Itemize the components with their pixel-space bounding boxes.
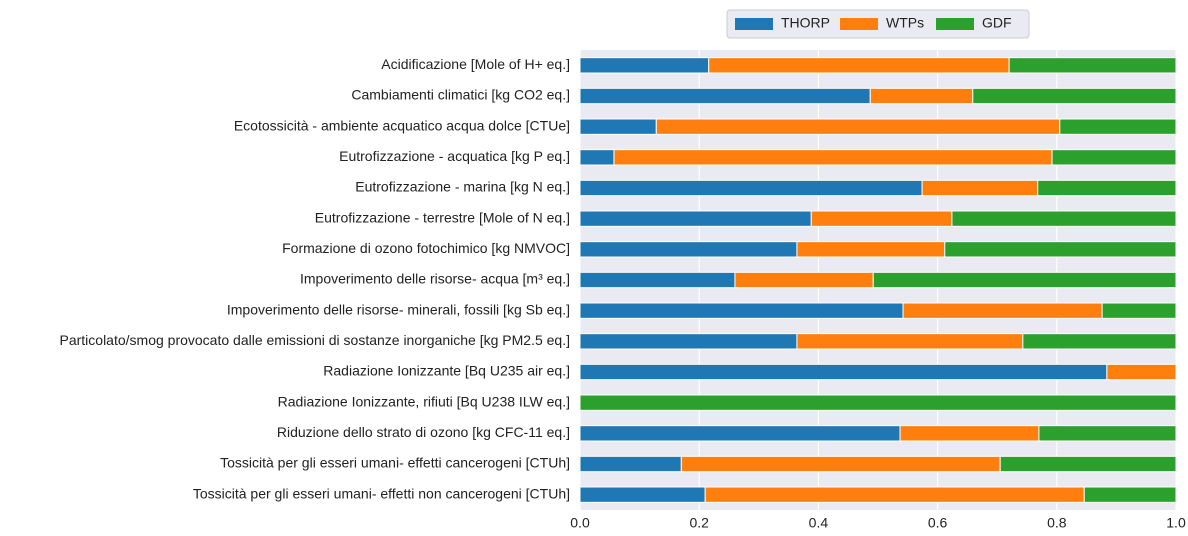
bar-segment [944, 241, 1177, 258]
legend-swatch [735, 18, 773, 30]
bar-segment [899, 425, 1040, 442]
bar-segment [1101, 302, 1177, 319]
bar-segment [579, 118, 657, 135]
bar-segment [921, 179, 1039, 197]
bar-segment [1022, 333, 1177, 350]
y-tick-label: Formazione di ozono fotochimico [kg NMVO… [282, 240, 570, 256]
bar-segment [869, 87, 974, 105]
bar-segment [1106, 363, 1177, 381]
bar-segment [1037, 179, 1177, 197]
bar-segment [951, 210, 1177, 227]
x-tick-label: 0.4 [809, 515, 829, 531]
bar-segment [579, 486, 706, 503]
bar-segment [796, 333, 1024, 350]
bar-segment [796, 241, 946, 258]
bar-segment [579, 210, 812, 227]
bar-segment [579, 149, 615, 166]
bar-segment [1008, 57, 1177, 74]
bar-segment [1083, 486, 1177, 503]
x-tick-label: 0.6 [928, 515, 948, 531]
bar-segment [579, 179, 923, 197]
bar-segment [579, 241, 798, 258]
y-tick-label: Cambiamenti climatici [kg CO2 eq.] [351, 87, 570, 103]
bar-segment [579, 455, 682, 473]
y-tick-label: Particolato/smog provocato dalle emissio… [60, 332, 571, 348]
bar-segment [579, 57, 710, 74]
bar-segment [872, 271, 1177, 289]
bar-segment [734, 271, 874, 289]
legend-label: WTPs [886, 15, 924, 31]
bar-segment [810, 210, 953, 227]
y-tick-label: Tossicità per gli esseri umani- effetti … [193, 485, 570, 501]
y-tick-label: Radiazione Ionizzante, rifiuti [Bq U238 … [278, 393, 570, 409]
x-tick-label: 0.2 [689, 515, 709, 531]
y-tick-label: Eutrofizzazione - marina [kg N eq.] [355, 179, 570, 195]
bar-segment [579, 302, 904, 319]
bar-segment [999, 455, 1177, 473]
legend-label: THORP [781, 15, 830, 31]
bar-segment [1051, 149, 1177, 166]
bar-segment [579, 425, 901, 442]
y-tick-label: Ecotossicità - ambiente acquatico acqua … [234, 117, 570, 133]
bar-segment [1059, 118, 1177, 135]
bar-segment [1038, 425, 1177, 442]
y-tick-label: Riduzione dello strato di ozono [kg CFC-… [277, 424, 570, 440]
bar-segment [972, 87, 1177, 105]
bar-segment [579, 333, 798, 350]
bar-segment [579, 271, 736, 289]
bar-segment [579, 363, 1108, 381]
y-tick-label: Radiazione Ionizzante [Bq U235 air eq.] [323, 363, 570, 379]
bar-segment [579, 87, 871, 105]
bar-segment [708, 57, 1010, 74]
y-tick-label: Acidificazione [Mole of H+ eq.] [381, 56, 570, 72]
bar-segment [579, 394, 1177, 411]
bar-segment [680, 455, 1001, 473]
legend-swatch [840, 18, 878, 30]
bar-segment [655, 118, 1061, 135]
x-tick-label: 0.8 [1047, 515, 1067, 531]
y-tick-label: Eutrofizzazione - acquatica [kg P eq.] [339, 148, 570, 164]
y-tick-label: Impoverimento delle risorse- acqua [m³ e… [300, 271, 570, 287]
legend-swatch [936, 18, 974, 30]
x-tick-label: 0.0 [570, 515, 590, 531]
bar-segment [704, 486, 1085, 503]
bar-segment [902, 302, 1103, 319]
y-tick-label: Eutrofizzazione - terrestre [Mole of N e… [315, 209, 570, 225]
legend-label: GDF [982, 15, 1012, 31]
y-tick-label: Impoverimento delle risorse- minerali, f… [227, 301, 570, 317]
x-tick-label: 1.0 [1166, 515, 1186, 531]
bar-segment [613, 149, 1053, 166]
y-tick-label: Tossicità per gli esseri umani- effetti … [220, 455, 570, 471]
